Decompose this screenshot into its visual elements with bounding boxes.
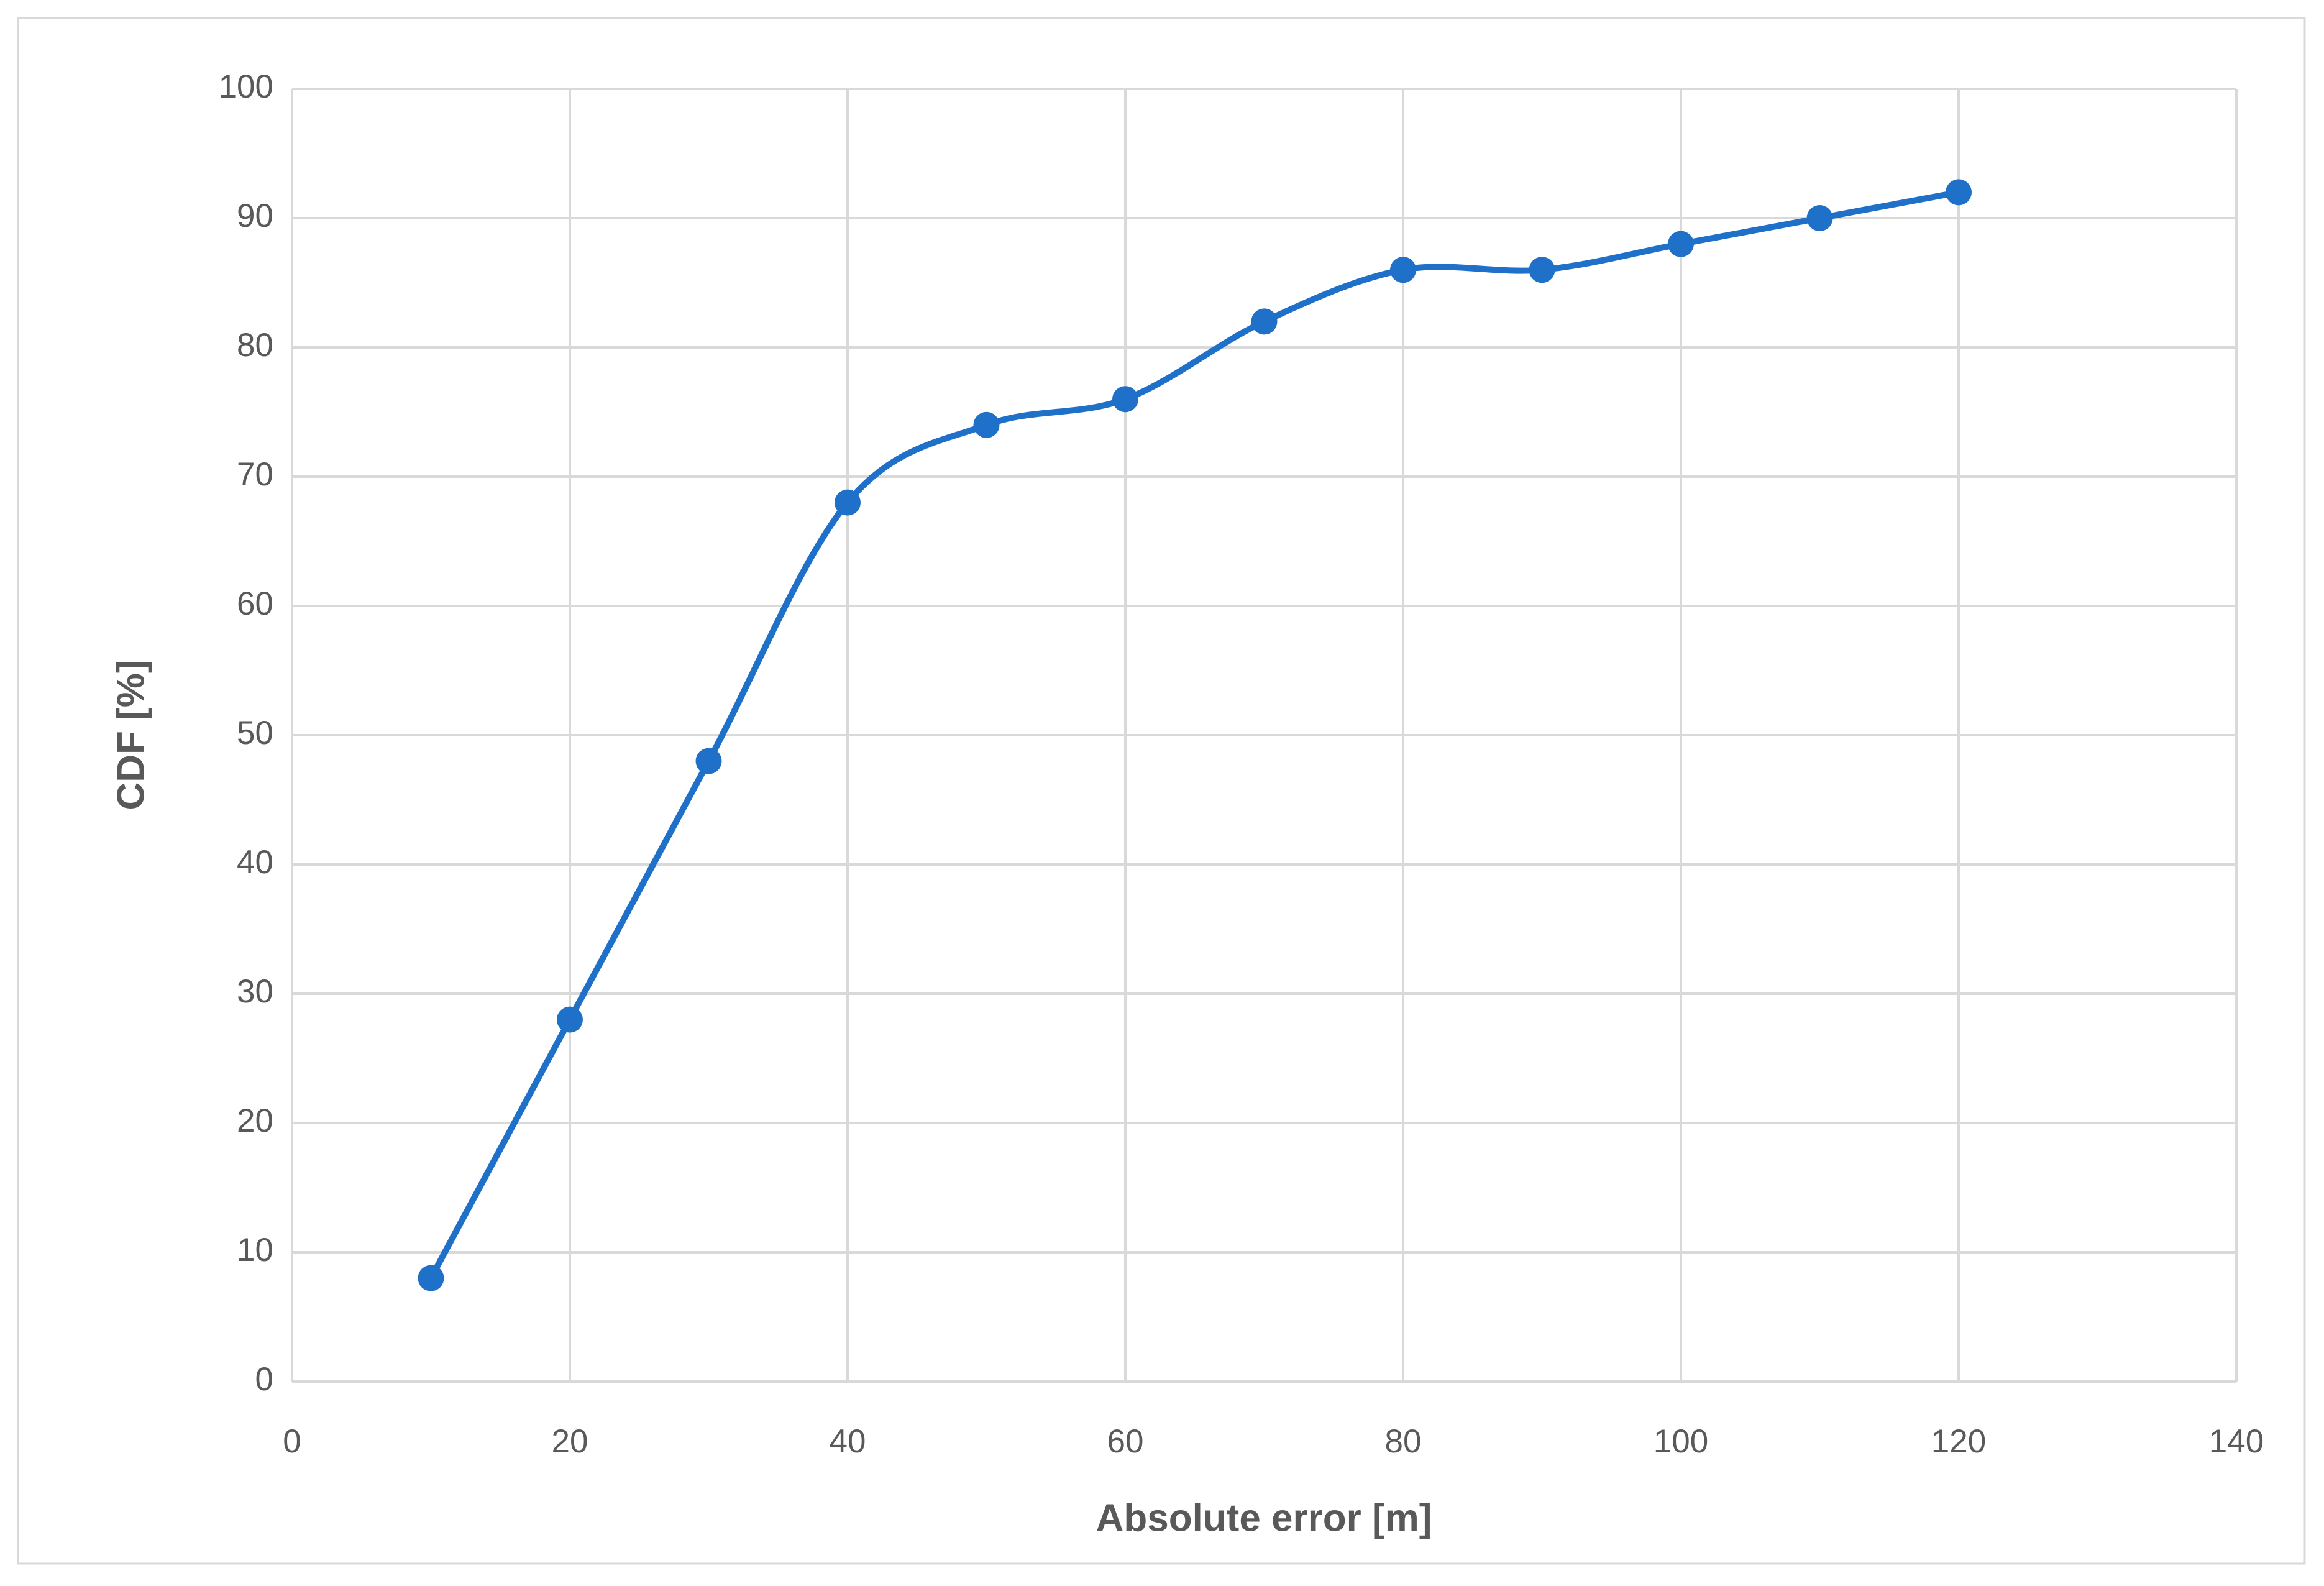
data-point (1251, 308, 1278, 335)
data-point (835, 489, 861, 516)
chart-frame (17, 17, 2306, 1565)
data-point (1112, 386, 1138, 413)
data-point (1668, 231, 1694, 257)
x-tick-label: 60 (1107, 1423, 1144, 1460)
data-point (1390, 257, 1416, 283)
y-tick-label: 20 (237, 1102, 273, 1139)
data-point (1806, 205, 1833, 231)
y-tick-label: 10 (237, 1232, 273, 1268)
x-tick-label: 140 (2209, 1423, 2264, 1460)
x-tick-label: 0 (283, 1423, 301, 1460)
data-point (1529, 257, 1555, 283)
x-tick-label: 100 (1654, 1423, 1708, 1460)
data-point (418, 1265, 444, 1291)
y-tick-label: 50 (237, 715, 273, 751)
y-tick-label: 60 (237, 585, 273, 622)
y-tick-label: 100 (219, 68, 273, 105)
data-point (695, 748, 722, 774)
y-axis-title: CDF [%] (109, 660, 152, 810)
data-point (973, 411, 1000, 438)
y-tick-label: 90 (237, 198, 273, 234)
y-tick-label: 0 (255, 1361, 273, 1398)
y-tick-label: 30 (237, 973, 273, 1010)
x-tick-label: 40 (830, 1423, 866, 1460)
y-tick-label: 70 (237, 456, 273, 493)
y-tick-label: 40 (237, 844, 273, 881)
data-point (557, 1006, 583, 1033)
data-point (1946, 179, 1972, 206)
y-tick-label: 80 (237, 327, 273, 364)
x-axis-title: Absolute error [m] (1096, 1497, 1432, 1539)
x-tick-label: 120 (1931, 1423, 1986, 1460)
x-tick-label: 80 (1385, 1423, 1422, 1460)
x-tick-label: 20 (552, 1423, 588, 1460)
